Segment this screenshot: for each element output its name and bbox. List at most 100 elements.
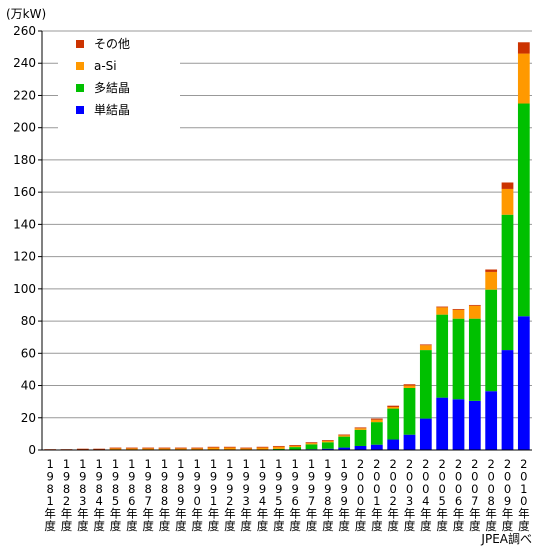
- y-tick-label: 80: [21, 314, 36, 328]
- bar-segment: [93, 448, 106, 450]
- x-tick-label: 2 0 0 2 年度: [387, 457, 399, 533]
- bar-segment: [191, 447, 204, 449]
- x-tick-label: 2 0 0 3 年度: [404, 457, 416, 533]
- bar-segment: [436, 397, 449, 450]
- x-tick-label: 1 9 9 2 年度: [224, 457, 236, 533]
- bar-segment: [403, 384, 416, 386]
- bar-segment: [305, 442, 318, 444]
- bar-segment: [387, 439, 400, 450]
- x-tick-label: 1 9 8 6 年度: [126, 457, 138, 533]
- bar-segment: [485, 269, 498, 272]
- bar-segment: [452, 318, 465, 400]
- x-axis-labels: 1 9 8 1 年度 1 9 8 2 年度 1 9 8 3 年度 1 9 8 4 年度 1 9 8 5 年度 1 9 8 6 年度 1 9 8 7…: [44, 457, 530, 533]
- bar-segment: [419, 345, 432, 351]
- bar-segment: [517, 42, 530, 54]
- y-tick-label: 120: [13, 250, 36, 264]
- x-tick-label: 2 0 0 5 年度: [436, 457, 448, 533]
- bar-segment: [158, 447, 171, 449]
- y-axis-ticks: 0 20 40 60 80 100 120 140 160 180 200 220 240 260: [13, 24, 42, 457]
- x-tick-label: 1 9 8 3 年度: [77, 457, 89, 533]
- bar-segment: [289, 445, 302, 448]
- y-tick-label: 0: [28, 443, 36, 457]
- bar-segment: [452, 308, 465, 310]
- bar-segment: [387, 405, 400, 407]
- x-tick-label: 2 0 0 9 年度: [502, 457, 514, 533]
- y-tick-label: 60: [21, 346, 36, 360]
- x-tick-label: 1 9 9 8 年度: [322, 457, 334, 533]
- x-tick-label: 2 0 0 4 年度: [420, 457, 432, 533]
- y-tick-label: 40: [21, 379, 36, 393]
- x-tick-label: 2 0 0 7 年度: [469, 457, 481, 533]
- bar-segment: [174, 447, 187, 449]
- bar-segment: [370, 422, 383, 445]
- bar-segment: [256, 446, 269, 448]
- x-tick-label: 1 9 9 4 年度: [257, 457, 269, 533]
- legend-label: その他: [94, 37, 130, 51]
- x-tick-label: 2 0 0 8 年度: [485, 457, 497, 533]
- y-tick-label: 220: [13, 88, 36, 102]
- x-tick-label: 1 9 9 6 年度: [289, 457, 301, 533]
- bar-segment: [517, 53, 530, 104]
- legend-label: 単結晶: [94, 103, 130, 117]
- x-tick-label: 1 9 8 9 年度: [175, 457, 187, 533]
- bar-segment: [289, 445, 302, 446]
- bar-segment: [223, 447, 236, 450]
- bar-segment: [501, 182, 514, 189]
- bar-segment: [501, 350, 514, 450]
- legend-swatch: [76, 106, 84, 114]
- bar-segment: [436, 314, 449, 398]
- bar-segment: [174, 448, 187, 450]
- legend-swatch: [76, 84, 84, 92]
- x-tick-label: 1 9 9 7 年度: [306, 457, 318, 533]
- bar-segment: [517, 316, 530, 450]
- legend-label: 多結晶: [94, 81, 130, 95]
- x-tick-label: 2 0 0 0 年度: [355, 457, 367, 533]
- bar-segment: [272, 446, 285, 449]
- x-tick-label: 1 9 8 8 年度: [159, 457, 171, 533]
- bar-segment: [158, 448, 171, 450]
- x-tick-label: 1 9 9 1 年度: [208, 457, 220, 533]
- bar-segment: [338, 436, 351, 448]
- y-tick-label: 180: [13, 153, 36, 167]
- y-tick-label: 160: [13, 185, 36, 199]
- bar-segment: [256, 447, 269, 450]
- bar-segment: [468, 304, 481, 306]
- legend-swatch: [76, 62, 84, 70]
- x-tick-label: 2 0 1 0 年度: [518, 457, 530, 533]
- legend-background: [58, 33, 180, 131]
- bar-segment: [321, 442, 334, 449]
- y-tick-label: 100: [13, 282, 36, 296]
- bar-segment: [370, 444, 383, 450]
- bar-segment: [109, 447, 122, 449]
- bar-segment: [468, 305, 481, 319]
- bars: [44, 42, 530, 451]
- bar-segment: [321, 448, 334, 450]
- x-tick-label: 1 9 9 0 年度: [191, 457, 203, 533]
- bar-segment: [452, 309, 465, 319]
- bar-segment: [321, 440, 334, 443]
- bar-segment: [485, 391, 498, 450]
- bar-segment: [125, 448, 138, 450]
- bar-segment: [468, 318, 481, 401]
- x-tick-label: 1 9 8 1 年度: [44, 457, 56, 533]
- bar-segment: [305, 443, 318, 445]
- bar-segment: [501, 214, 514, 351]
- bar-segment: [354, 428, 367, 430]
- bar-segment: [419, 350, 432, 419]
- bar-segment: [289, 447, 302, 450]
- bar-segment: [419, 344, 432, 346]
- bar-segment: [142, 448, 155, 450]
- bar-segment: [109, 448, 122, 450]
- bar-segment: [485, 271, 498, 290]
- bar-segment: [321, 440, 334, 441]
- bar-segment: [191, 448, 204, 450]
- y-tick-label: 20: [21, 411, 36, 425]
- x-tick-label: 1 9 9 3 年度: [240, 457, 252, 533]
- bar-segment: [485, 289, 498, 392]
- bar-segment: [305, 444, 318, 450]
- y-tick-label: 240: [13, 56, 36, 70]
- y-tick-label: 200: [13, 121, 36, 135]
- bar-segment: [338, 434, 351, 436]
